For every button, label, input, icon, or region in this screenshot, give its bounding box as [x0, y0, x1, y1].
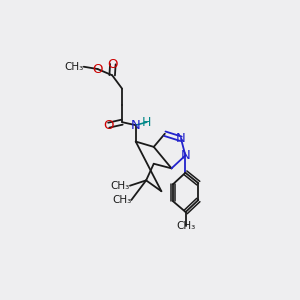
- Text: CH₃: CH₃: [111, 181, 130, 191]
- Text: O: O: [103, 119, 114, 132]
- Text: O: O: [108, 58, 118, 71]
- Text: H: H: [142, 116, 152, 129]
- Text: CH₃: CH₃: [112, 195, 131, 205]
- Text: N: N: [181, 149, 190, 162]
- Text: CH₃: CH₃: [64, 62, 84, 72]
- Text: O: O: [92, 62, 103, 76]
- Text: CH₃: CH₃: [176, 221, 195, 231]
- Text: N: N: [131, 119, 141, 132]
- Text: N: N: [176, 132, 186, 145]
